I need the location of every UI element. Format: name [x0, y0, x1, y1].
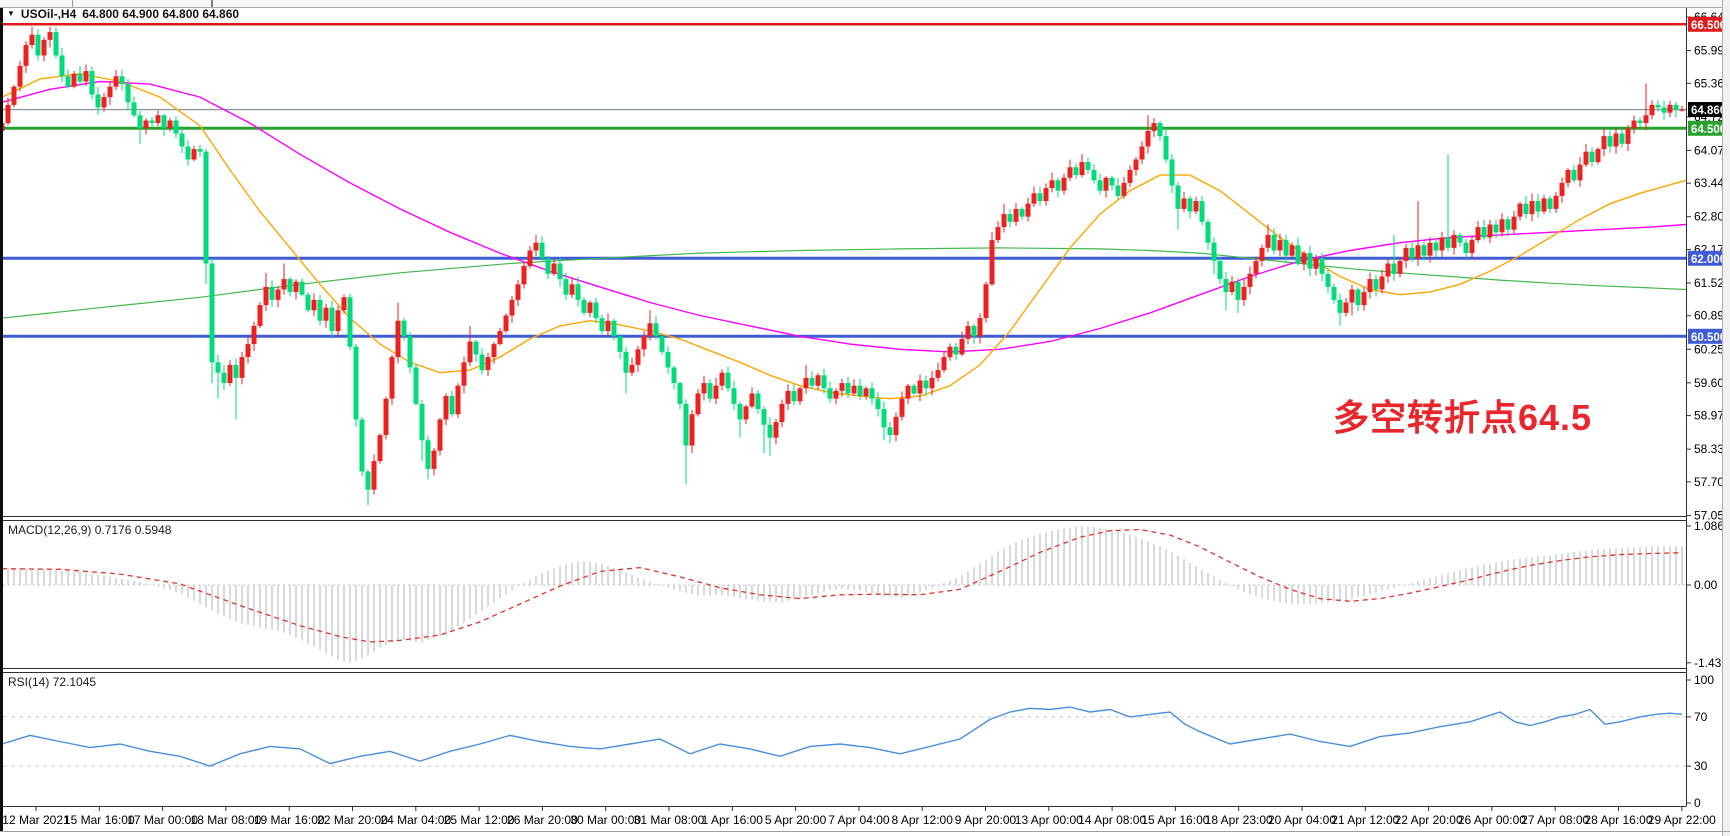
indicator-tick-label: 70	[1694, 710, 1708, 724]
time-tick-label: 22 Mar 20:00	[317, 813, 388, 827]
indicator-tick-label: 0.00	[1694, 578, 1718, 592]
time-tick-label: 9 Apr 20:00	[955, 813, 1017, 827]
time-tick-label: 26 Mar 20:00	[507, 813, 578, 827]
top-strip-divider	[72, 0, 73, 7]
price-badge-64.500	[1688, 120, 1728, 136]
time-tick-label: 27 Apr 08:00	[1521, 813, 1589, 827]
candlesticks[interactable]	[0, 26, 1685, 506]
time-tick-label: 24 Mar 04:00	[380, 813, 451, 827]
chevron-down-icon[interactable]: ▼	[7, 9, 15, 18]
time-tick-label: 30 Mar 00:00	[570, 813, 641, 827]
time-tick-label: 15 Apr 16:00	[1141, 813, 1209, 827]
price-badge-text: 64.860	[1691, 105, 1726, 117]
moving-averages	[1, 72, 1687, 400]
price-badge-66.500	[1688, 16, 1728, 32]
price-badges: 66.500 64.860 64.500 62.000 60.500	[1688, 16, 1728, 344]
price-tick-label: 62.800	[1694, 210, 1730, 224]
price-badge-62.000	[1688, 250, 1728, 266]
price-badge-text: 60.500	[1691, 332, 1726, 344]
time-tick-label: 17 Mar 00:00	[127, 813, 198, 827]
price-badge-64.860	[1688, 102, 1728, 118]
window-left-edge	[0, 8, 3, 832]
rsi-line	[1, 706, 1683, 767]
price-tick-label: 57.055	[1694, 508, 1730, 522]
window-bottom-edge	[0, 831, 1730, 832]
time-tick-label: 26 Apr 00:00	[1458, 813, 1526, 827]
time-tick-label: 28 Apr 16:00	[1584, 813, 1652, 827]
time-tick-label: 22 Apr 20:00	[1395, 813, 1463, 827]
macd-panel[interactable]	[1, 526, 1686, 663]
indicator-tick-label: 0	[1694, 796, 1701, 810]
price-tick-label: 65.995	[1694, 44, 1730, 58]
time-tick-label: 29 Apr 22:00	[1648, 813, 1716, 827]
time-tick-label: 21 Apr 12:00	[1331, 813, 1399, 827]
rsi-indicator-label: RSI(14) 72.1045	[8, 675, 97, 689]
price-axis[interactable]: 66.64065.99565.36564.72064.07563.44562.8…	[1686, 10, 1730, 810]
price-badge-text: 64.500	[1691, 124, 1726, 136]
time-tick-label: 31 Mar 08:00	[634, 813, 705, 827]
top-strip-divider	[211, 0, 213, 7]
ohlc-values: 64.800 64.900 64.800 64.860	[82, 7, 240, 21]
time-tick-label: 8 Apr 12:00	[892, 813, 954, 827]
price-tick-label: 58.330	[1694, 442, 1730, 456]
chart-title: ▼ USOil-,H4 64.800 64.900 64.800 64.860	[7, 7, 240, 21]
macd-signal-line	[1, 528, 1683, 643]
indicator-tick-label: 1.0866	[1694, 519, 1730, 533]
price-tick-label: 60.895	[1694, 309, 1730, 323]
indicator-tick-label: 30	[1694, 759, 1708, 773]
ma-mid-magenta	[1, 80, 1687, 353]
price-badge-60.500	[1688, 328, 1728, 344]
symbol-period-label: USOil-,H4	[20, 7, 77, 21]
window-top-strip	[0, 0, 1730, 8]
price-badge-text: 62.000	[1691, 254, 1726, 266]
indicator-tick-label: 100	[1694, 673, 1714, 687]
text-annotation: 多空转折点64.5	[1333, 397, 1593, 438]
panel-borders	[0, 8, 1687, 807]
time-tick-label: 20 Apr 04:00	[1268, 813, 1336, 827]
time-tick-label: 19 Mar 16:00	[254, 813, 325, 827]
time-tick-label: 1 Apr 16:00	[702, 813, 764, 827]
price-tick-label: 61.525	[1694, 276, 1730, 290]
indicator-tick-label: -1.4328	[1694, 656, 1730, 670]
price-tick-label: 59.605	[1694, 376, 1730, 390]
price-badge-text: 66.500	[1691, 20, 1726, 32]
time-tick-label: 7 Apr 04:00	[828, 813, 890, 827]
rsi-panel[interactable]	[1, 706, 1686, 767]
time-tick-label: 15 Mar 16:00	[64, 813, 135, 827]
time-tick-label: 12 Mar 2021	[2, 813, 70, 827]
time-tick-label: 14 Apr 08:00	[1078, 813, 1146, 827]
window-right-gutter	[1722, 0, 1730, 836]
price-tick-label: 58.975	[1694, 409, 1730, 423]
ma-fast-orange	[1, 72, 1687, 400]
time-tick-label: 18 Mar 08:00	[191, 813, 262, 827]
price-tick-label: 63.445	[1694, 176, 1730, 190]
time-tick-label: 13 Apr 00:00	[1015, 813, 1083, 827]
time-tick-label: 25 Mar 12:00	[444, 813, 515, 827]
price-tick-label: 65.365	[1694, 76, 1730, 90]
time-tick-label: 5 Apr 20:00	[765, 813, 827, 827]
price-tick-label: 64.075	[1694, 143, 1730, 157]
price-tick-label: 60.250	[1694, 342, 1730, 356]
time-tick-label: 18 Apr 23:00	[1205, 813, 1273, 827]
macd-indicator-label: MACD(12,26,9) 0.7176 0.5948	[8, 523, 172, 537]
price-tick-label: 57.700	[1694, 475, 1730, 489]
price-level-lines	[3, 23, 1686, 338]
ma-slow-green	[1, 247, 1687, 319]
